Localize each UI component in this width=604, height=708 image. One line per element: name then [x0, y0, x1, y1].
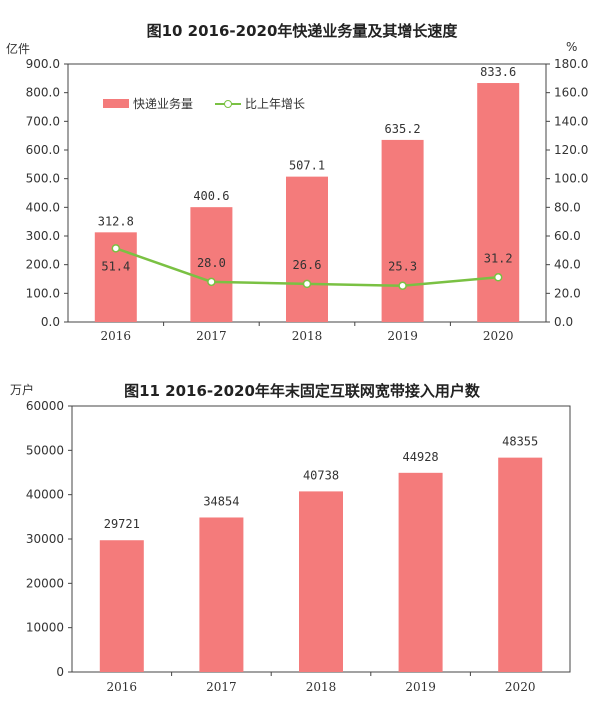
bar-data-label: 312.8: [98, 214, 134, 228]
bar-data-label: 48355: [502, 435, 538, 449]
y2-tick-label: 100.0: [554, 172, 588, 186]
bar: [99, 540, 144, 672]
y-tick-label: 600.0: [26, 143, 60, 157]
y-tick-label: 30000: [26, 532, 64, 546]
bar: [398, 472, 443, 672]
x-tick-label: 2020: [483, 329, 514, 343]
line-point: [398, 281, 407, 290]
y-tick-label: 40000: [26, 488, 64, 502]
bar: [286, 176, 328, 322]
legend-bar-label: 快递业务量: [133, 97, 194, 111]
line-point: [207, 277, 216, 287]
y-axis-unit-left: 亿件: [6, 42, 31, 56]
y-tick-label: 60000: [26, 399, 64, 413]
x-tick-label: 2016: [101, 329, 132, 343]
chart-title: 图10 2016-2020年快递业务量及其增长速度: [146, 22, 458, 40]
bar-data-label: 833.6: [480, 65, 516, 79]
x-tick-label: 2019: [387, 329, 418, 343]
x-tick-label: 2019: [405, 680, 436, 694]
line-point: [111, 244, 121, 253]
legend-line-label: 比上年增长: [245, 97, 306, 111]
y2-tick-label: 120.0: [554, 143, 588, 157]
y-axis-unit: 万户: [10, 383, 35, 397]
line-point: [493, 273, 503, 282]
bar: [190, 207, 233, 322]
legend-line-swatch: [215, 99, 242, 109]
y-tick-label: 100.0: [26, 286, 60, 300]
bar: [299, 491, 343, 672]
y-tick-label: 200.0: [26, 258, 60, 272]
bar: [381, 139, 424, 322]
chart-2-plot: 0 10000 20000 30000 40000 50000 60000 2016 29721…: [26, 399, 571, 694]
y2-tick-label: 60.0: [554, 229, 581, 243]
line-data-label: 26.6: [293, 258, 322, 272]
x-tick-label: 2020: [505, 680, 536, 694]
bar-data-label: 507.1: [289, 159, 325, 173]
bar-data-label: 40738: [303, 468, 339, 482]
line-data-label: 51.4: [101, 259, 130, 273]
y2-tick-label: 160.0: [554, 86, 588, 100]
y2-tick-label: 40.0: [554, 258, 581, 272]
y-tick-label: 400.0: [26, 200, 60, 214]
y-tick-label: 50000: [26, 443, 64, 457]
legend-bar-swatch: [103, 99, 129, 108]
bar: [199, 517, 244, 672]
y-tick-label: 300.0: [26, 229, 60, 243]
y-tick-label: 800.0: [26, 86, 60, 100]
chart-broadband-users: 图11 2016-2020年年末固定互联网宽带接入用户数 万户 0 10000 20…: [0, 365, 604, 708]
x-tick-label: 2016: [107, 680, 138, 694]
bar-data-label: 34854: [203, 494, 239, 508]
y2-tick-label: 180.0: [554, 57, 588, 71]
y-axis-unit-right: %: [566, 40, 578, 54]
x-tick-label: 2018: [292, 329, 323, 343]
chart-title: 图11 2016-2020年年末固定互联网宽带接入用户数: [124, 382, 480, 400]
line-data-label: 28.0: [197, 256, 226, 270]
bar: [498, 457, 543, 672]
y-tick-label: 0.0: [41, 315, 60, 329]
line-data-label: 25.3: [388, 260, 417, 274]
chart-1-plot: 0.0 100.0 200.0 300.0 400.0 500.0 600.0 700.0 80…: [26, 57, 589, 343]
y-tick-label: 0: [56, 665, 64, 679]
y-tick-label: 20000: [26, 576, 64, 590]
bar-data-label: 635.2: [385, 122, 421, 136]
y-tick-label: 500.0: [26, 172, 60, 186]
y2-tick-label: 80.0: [554, 200, 581, 214]
line-data-label: 31.2: [484, 251, 513, 265]
line-point: [302, 279, 312, 289]
y2-tick-label: 0.0: [554, 315, 573, 329]
x-tick-label: 2018: [306, 680, 337, 694]
bar: [477, 83, 520, 322]
legend: 快递业务量 比上年增长: [103, 95, 305, 112]
y-tick-label: 10000: [26, 621, 64, 635]
chart-express-volume: 图10 2016-2020年快递业务量及其增长速度 亿件 % 快递业务量 比上年…: [6, 22, 589, 343]
y2-tick-label: 140.0: [554, 114, 588, 128]
y-tick-label: 700.0: [26, 114, 60, 128]
bar-data-label: 29721: [104, 517, 140, 531]
x-tick-label: 2017: [206, 680, 237, 694]
x-tick-label: 2017: [196, 329, 227, 343]
bar-data-label: 44928: [403, 450, 439, 464]
bar-data-label: 400.6: [193, 189, 229, 203]
y-tick-label: 900.0: [26, 57, 60, 71]
y2-tick-label: 20.0: [554, 286, 581, 300]
